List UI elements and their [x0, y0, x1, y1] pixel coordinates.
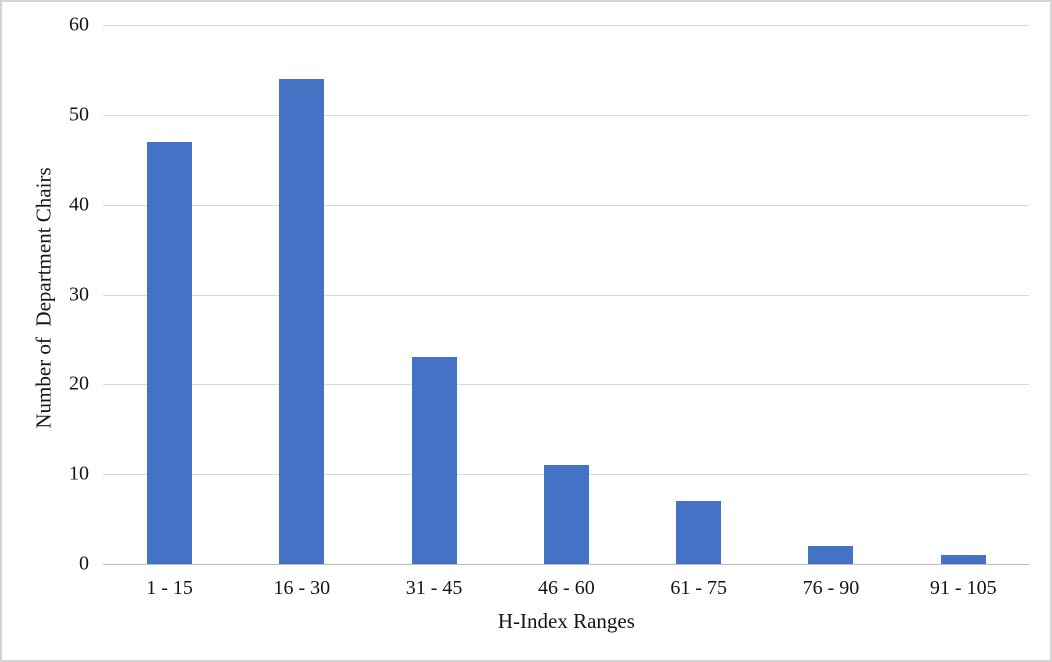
x-tick-label-5: 76 - 90 [802, 577, 860, 599]
bar-46-60 [543, 465, 589, 564]
gridline-y-50 [103, 114, 1030, 116]
y-tick-label-60: 60 [69, 13, 89, 36]
y-tick-label-30: 30 [69, 283, 89, 306]
x-tick-label-4: 61 - 75 [670, 577, 728, 599]
x-tick-label-3: 46 - 60 [538, 577, 595, 599]
x-axis-line [103, 564, 1030, 565]
x-tick-label-1: 16 - 30 [273, 577, 331, 599]
y-tick-label-10: 10 [69, 462, 89, 485]
gridline-y-30 [103, 294, 1030, 296]
gridline-y-40 [103, 204, 1030, 206]
x-tick-label-2: 31 - 45 [405, 577, 463, 599]
bar-1-15 [147, 141, 193, 564]
y-tick-label-20: 20 [69, 372, 89, 395]
bar-31-45 [411, 357, 457, 564]
x-axis-title: H-Index Ranges [497, 609, 635, 633]
gridline-y-60 [103, 25, 1030, 26]
bar-61-75 [676, 501, 722, 564]
gridline-y-20 [103, 384, 1030, 386]
x-tick-label-6: 91 - 105 [929, 577, 997, 599]
x-tick-label-0: 1 - 15 [146, 577, 193, 599]
y-tick-label-40: 40 [69, 193, 89, 216]
bar-16-30 [279, 78, 325, 564]
y-tick-label-0: 0 [79, 552, 89, 575]
bar-76-90 [808, 546, 854, 564]
bar-91-105 [940, 555, 986, 564]
y-tick-label-50: 50 [69, 103, 89, 126]
